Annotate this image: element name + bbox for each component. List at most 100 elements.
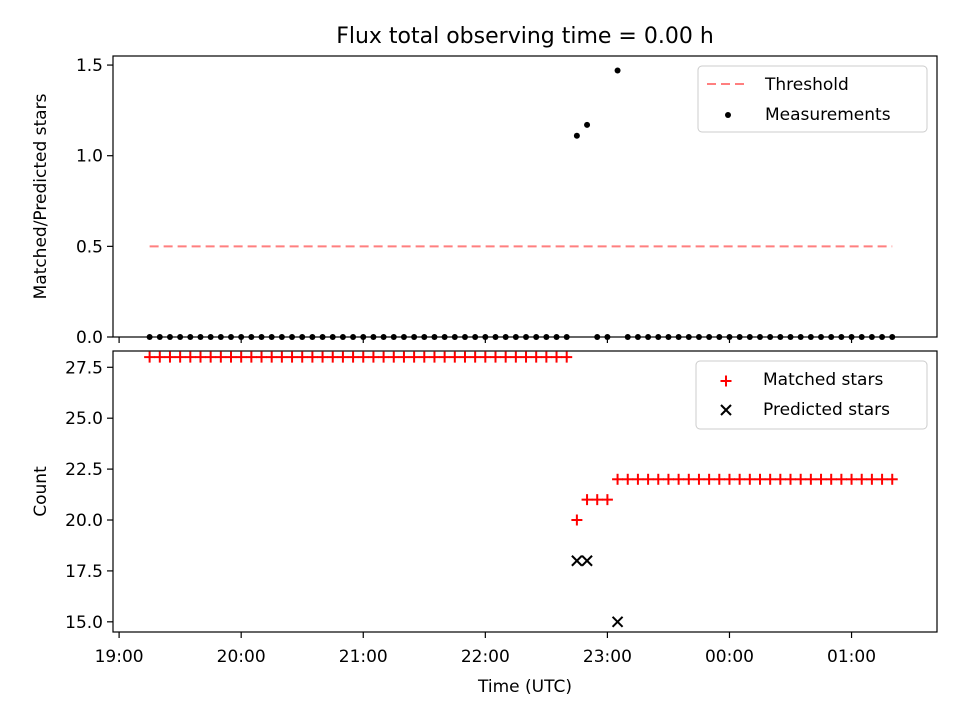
measurement-point [543,334,550,340]
measurement-point [451,334,458,340]
x-tick-label: 00:00 [705,647,754,667]
matched-star-marker [581,494,593,506]
measurement-point [278,334,285,340]
measurement-point [787,334,794,340]
legend-box [695,360,928,430]
matched-star-marker [184,351,196,363]
legend-matched-label: Matched stars [763,370,883,390]
measurement-point [767,334,774,340]
x-tick-label: 22:00 [461,647,510,667]
measurement-point [706,334,713,340]
matched-star-marker [235,351,247,363]
matched-star-marker [805,473,817,485]
matched-star-marker [500,351,512,363]
matched-star-marker [449,351,461,363]
measurement-point [502,334,509,340]
measurement-point [614,67,621,74]
chart-title: Flux total observing time = 0.00 h [336,24,714,49]
x-tick-label: 19:00 [95,647,144,667]
measurement-point [645,334,652,340]
matched-star-marker [418,351,430,363]
matched-star-marker [337,351,349,363]
matched-star-marker [205,351,217,363]
measurement-point [818,334,825,340]
measurement-point [238,334,245,340]
measurement-point [523,334,530,340]
measurement-point [594,334,601,340]
predicted-star-stroke-b [611,616,624,628]
matched-star-marker [835,473,847,485]
measurement-point [380,334,387,340]
predicted-star-marker [571,555,583,567]
matched-star-marker [734,473,746,485]
matched-star-marker [459,351,471,363]
measurement-point [675,334,682,340]
measurement-point [187,334,194,340]
measurement-point [797,334,804,340]
y-tick-label: 1.0 [76,147,103,167]
measurement-point [584,121,591,128]
measurement-point [329,334,336,340]
measurement-point [156,334,163,340]
matched-star-marker [713,473,725,485]
matched-star-marker [673,473,685,485]
measurement-point [777,334,784,340]
measurement-point [665,334,672,340]
legend-predicted-swatch-b [720,404,732,416]
measurement-point [736,334,743,340]
matched-star-marker [683,473,695,485]
measurement-point [512,334,519,340]
measurement-point [177,334,184,340]
matched-star-marker [398,351,410,363]
measurement-point [726,334,733,340]
measurement-point [482,334,489,340]
measurement-point [360,334,367,340]
matched-star-marker [276,351,288,363]
x-tick-label: 23:00 [583,647,632,667]
matched-star-marker [256,351,268,363]
matched-star-marker [744,473,756,485]
measurement-point [421,334,428,340]
matched-star-marker [520,351,532,363]
matched-star-marker [144,351,156,363]
matched-star-marker [306,351,318,363]
measurement-point [319,334,326,340]
legend-threshold-label: Threshold [764,75,849,95]
legend-predicted-label: Predicted stars [763,400,890,420]
y-tick-label: 17.5 [65,562,103,582]
y-axis-label: Matched/Predicted stars [31,93,51,299]
measurement-point [838,334,845,340]
matched-star-marker [367,351,379,363]
measurement-point [431,334,438,340]
measurement-point [848,334,855,340]
y-axis-label: Count [31,466,51,517]
x-axis-label: Time (UTC) [477,677,572,697]
matched-star-marker [266,351,278,363]
measurement-point [604,334,611,340]
measurement-point [624,334,631,340]
y-tick-label: 15.0 [65,613,103,633]
measurement-point [146,334,153,340]
y-tick-label: 27.5 [65,358,103,378]
legend-measurements-label: Measurements [765,105,891,125]
matched-star-marker [846,473,858,485]
measurement-point [685,334,692,340]
matched-star-marker [815,473,827,485]
y-tick-label: 0.0 [76,328,103,348]
matched-star-marker [439,351,451,363]
measurement-point [889,334,896,340]
y-tick-label: 22.5 [65,460,103,480]
matched-star-marker [510,351,522,363]
measurement-point [716,334,723,340]
matched-star-marker [856,473,868,485]
measurement-point [228,334,235,340]
measurement-point [166,334,173,340]
measurement-point [461,334,468,340]
matched-star-marker [866,473,878,485]
matched-star-marker [886,473,898,485]
measurement-point [858,334,865,340]
matched-star-marker [723,473,735,485]
measurement-point [400,334,407,340]
matched-star-marker [703,473,715,485]
measurement-point [828,334,835,340]
